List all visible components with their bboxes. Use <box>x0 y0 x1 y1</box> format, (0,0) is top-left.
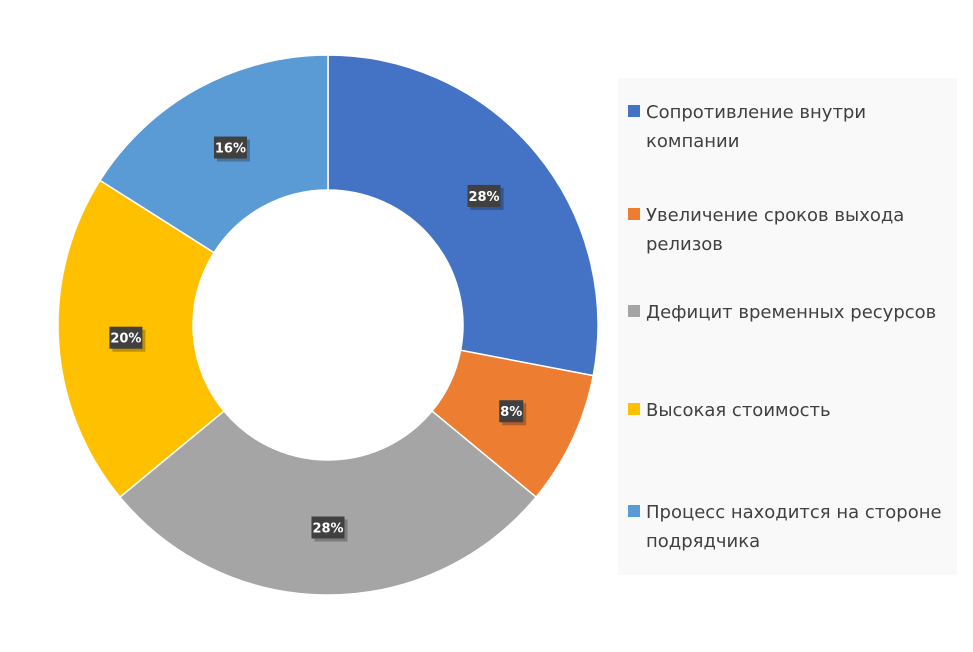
legend-label: Дефицит временных ресурсов <box>646 302 937 323</box>
legend-item[interactable]: Процесс находится на стороне подрядчика <box>628 498 953 556</box>
legend: Сопротивление внутри компании Увеличение … <box>618 78 957 575</box>
donut-slice[interactable] <box>327 54 599 377</box>
data-label: 8% <box>499 400 527 426</box>
data-label: 16% <box>213 136 250 162</box>
legend-swatch <box>628 505 640 517</box>
data-label-text: 8% <box>500 405 522 420</box>
legend-swatch <box>628 105 640 117</box>
legend-label: Высокая стоимость <box>646 400 831 421</box>
data-label: 20% <box>109 326 146 352</box>
legend-swatch <box>628 305 640 317</box>
legend-label: Сопротивление внутри компании <box>646 102 867 152</box>
data-label: 28% <box>311 516 348 542</box>
data-label-text: 16% <box>215 142 246 157</box>
legend-item[interactable]: Увеличение сроков выхода релизов <box>628 201 953 259</box>
legend-swatch <box>628 403 640 415</box>
legend-item[interactable]: Высокая стоимость <box>628 396 953 425</box>
legend-item[interactable]: Сопротивление внутри компании <box>628 98 953 156</box>
data-label-text: 20% <box>110 332 141 347</box>
data-label-text: 28% <box>312 522 343 537</box>
donut-slice[interactable] <box>118 409 538 596</box>
legend-label: Процесс находится на стороне подрядчика <box>646 502 942 552</box>
data-label: 28% <box>467 184 504 210</box>
legend-swatch <box>628 208 640 220</box>
legend-label: Увеличение сроков выхода релизов <box>646 205 905 255</box>
data-label-text: 28% <box>468 190 499 205</box>
legend-item[interactable]: Дефицит временных ресурсов <box>628 298 953 327</box>
